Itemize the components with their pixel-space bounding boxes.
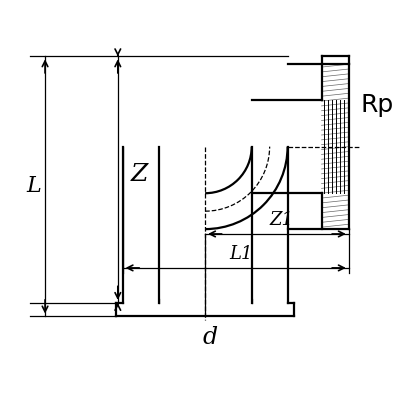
Text: L1: L1 — [229, 245, 252, 263]
Text: Rp: Rp — [360, 94, 394, 118]
Text: d: d — [202, 326, 218, 349]
Text: Z1: Z1 — [270, 211, 294, 229]
Text: Z: Z — [130, 163, 148, 186]
Text: L: L — [26, 176, 41, 198]
